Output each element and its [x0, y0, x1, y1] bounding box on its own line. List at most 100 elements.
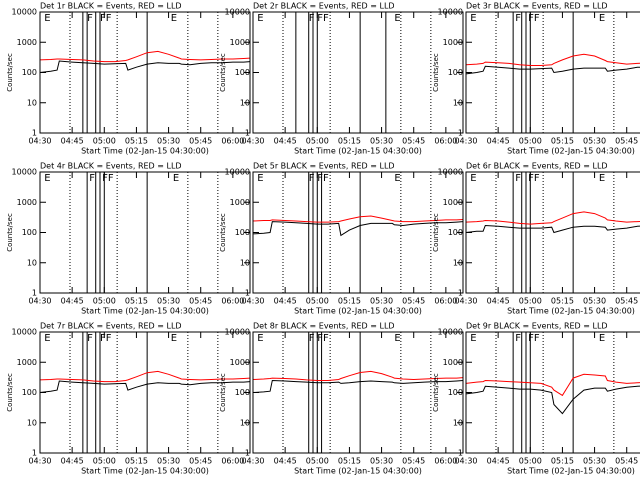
y-tick-label: 10: [453, 258, 463, 267]
y-axis-label: Counts/sec: [432, 213, 440, 252]
annotation: F: [515, 173, 521, 184]
y-tick-label: 1000: [17, 38, 37, 47]
x-tick-label: 05:15: [338, 297, 361, 306]
x-tick-label: 06:00: [221, 297, 244, 306]
chart-title: Det 1r BLACK = Events, RED = LLD: [40, 2, 182, 11]
series-line: [465, 53, 640, 66]
x-tick-label: 05:15: [551, 137, 574, 146]
x-tick-label: 05:15: [125, 137, 148, 146]
y-tick-label: 1000: [17, 198, 37, 207]
x-tick-label: 06:00: [434, 457, 457, 466]
y-tick-label: 1000: [443, 38, 463, 47]
y-tick-label: 100: [22, 68, 37, 77]
annotation: F: [515, 333, 521, 344]
x-tick-label: 04:30: [28, 297, 51, 306]
annotation: F: [87, 333, 93, 344]
y-axis-label: Counts/sec: [6, 53, 14, 92]
annotation: E: [394, 13, 400, 24]
x-tick-label: 05:45: [615, 297, 638, 306]
y-tick-label: 100: [235, 388, 250, 397]
x-tick-label: 05:45: [189, 137, 212, 146]
y-tick-label: 10: [240, 418, 250, 427]
x-axis-label: Start Time (02-Jan-15 04:30:00): [294, 307, 422, 316]
x-tick-label: 05:00: [519, 297, 542, 306]
annotation: F: [309, 13, 315, 24]
x-axis-label: Start Time (02-Jan-15 04:30:00): [507, 467, 635, 476]
x-tick-label: 05:00: [306, 297, 329, 306]
annotation: E: [257, 173, 263, 184]
x-tick-label: 04:30: [454, 297, 477, 306]
y-tick-label: 10000: [12, 328, 37, 337]
plot-frame: [39, 331, 251, 454]
y-tick-label: 100: [22, 228, 37, 237]
x-tick-label: 04:45: [61, 137, 84, 146]
series-line: [252, 370, 464, 381]
y-axis-label: Counts/sec: [432, 373, 440, 412]
series-line: [465, 211, 640, 225]
y-tick-label: 100: [448, 68, 463, 77]
y-tick-label: 10: [240, 258, 250, 267]
x-tick-label: 05:15: [551, 457, 574, 466]
plot-frame: [39, 171, 251, 294]
plot-frame: [252, 11, 464, 134]
y-tick-label: 1000: [443, 198, 463, 207]
y-tick-label: 1: [32, 449, 37, 458]
chart-title: Det 9r BLACK = Events, RED = LLD: [466, 322, 608, 331]
y-axis-label: Counts/sec: [219, 213, 227, 252]
x-tick-label: 05:30: [583, 457, 606, 466]
y-tick-label: 10000: [225, 328, 250, 337]
y-tick-label: 10000: [438, 168, 463, 177]
x-tick-label: 04:30: [241, 137, 264, 146]
series-line: [465, 373, 640, 397]
annotation: FF: [528, 13, 540, 24]
x-tick-label: 05:15: [125, 297, 148, 306]
annotation: F: [309, 173, 315, 184]
y-tick-label: 1: [32, 289, 37, 298]
chart-title: Det 2r BLACK = Events, RED = LLD: [253, 2, 395, 11]
series-line: [39, 60, 251, 73]
y-tick-label: 10: [453, 418, 463, 427]
x-tick-label: 05:30: [583, 297, 606, 306]
plot-frame: [465, 11, 640, 134]
x-tick-label: 04:30: [454, 457, 477, 466]
x-tick-label: 05:30: [157, 137, 180, 146]
x-tick-label: 05:30: [370, 297, 393, 306]
y-tick-label: 10000: [12, 8, 37, 17]
series-line: [465, 224, 640, 234]
series-line: [252, 215, 464, 223]
y-tick-label: 1000: [230, 358, 250, 367]
y-axis-label: Counts/sec: [219, 373, 227, 412]
annotation: F: [89, 173, 95, 184]
x-tick-label: 06:00: [434, 297, 457, 306]
annotation: F: [87, 13, 93, 24]
x-tick-label: 05:45: [402, 297, 425, 306]
y-tick-label: 10: [453, 98, 463, 107]
x-tick-label: 05:45: [189, 457, 212, 466]
annotation: E: [173, 173, 179, 184]
plot-frame: [252, 171, 464, 294]
x-axis-label: Start Time (02-Jan-15 04:30:00): [507, 147, 635, 156]
annotation: FF: [100, 333, 112, 344]
y-tick-label: 10000: [225, 8, 250, 17]
annotation: FF: [317, 173, 329, 184]
chart-title: Det 7r BLACK = Events, RED = LLD: [40, 322, 182, 331]
x-tick-label: 05:00: [519, 137, 542, 146]
plot-frame: [39, 11, 251, 134]
annotation: E: [394, 173, 400, 184]
x-tick-label: 04:45: [274, 137, 297, 146]
y-tick-label: 100: [235, 228, 250, 237]
series-line: [252, 379, 464, 393]
x-tick-label: 06:00: [221, 457, 244, 466]
x-tick-label: 05:30: [583, 137, 606, 146]
y-tick-label: 1000: [230, 38, 250, 47]
y-tick-label: 1: [32, 129, 37, 138]
y-tick-label: 1: [245, 289, 250, 298]
y-tick-label: 1: [245, 129, 250, 138]
annotation: E: [599, 333, 605, 344]
x-tick-label: 05:45: [402, 137, 425, 146]
series-line: [39, 380, 251, 393]
x-tick-label: 04:30: [28, 457, 51, 466]
annotation: E: [44, 13, 50, 24]
annotation: FF: [317, 333, 329, 344]
